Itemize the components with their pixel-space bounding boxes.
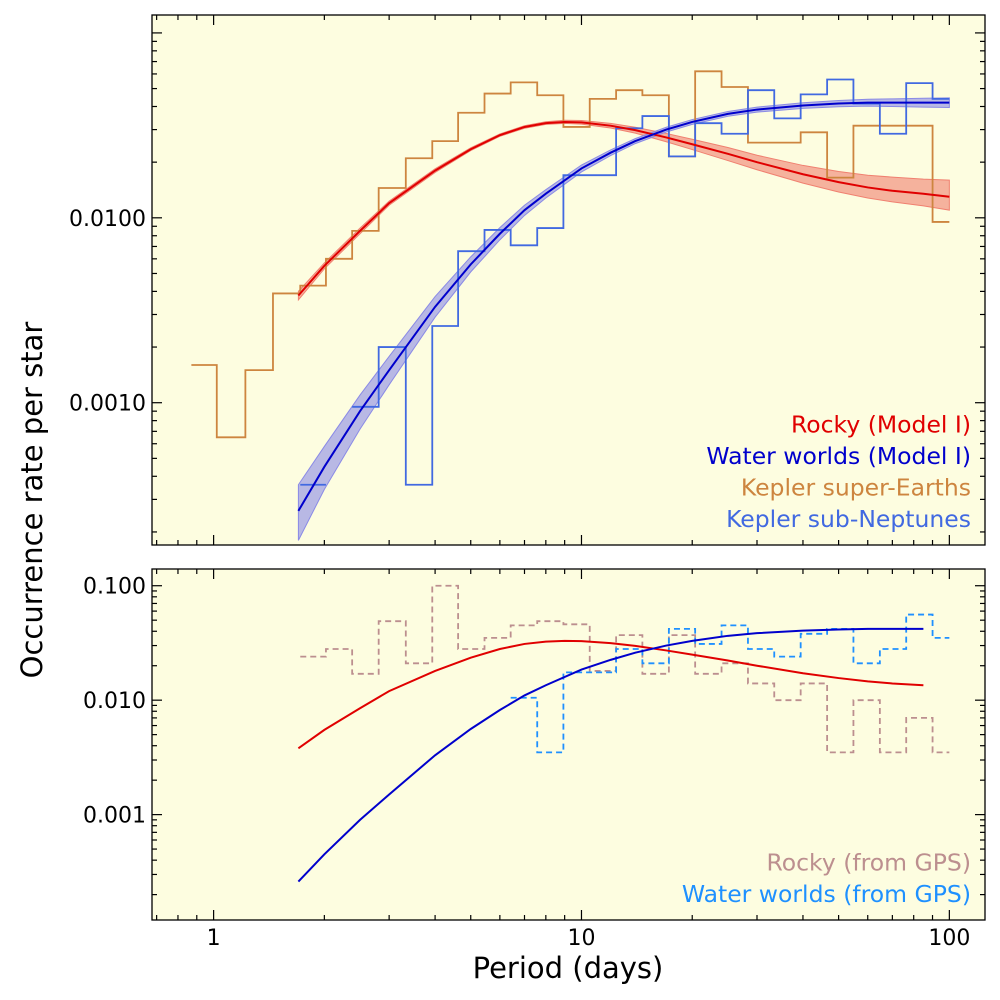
legend: Rocky (from GPS) Water worlds (from GPS) xyxy=(682,849,971,909)
series-band-1 xyxy=(297,97,950,541)
y-axis-label: Occurrence rate per star xyxy=(15,322,49,679)
series-line-1 xyxy=(297,627,924,883)
legend-entry: Water worlds (Model I) xyxy=(706,442,971,470)
series-histogram-2 xyxy=(300,584,950,754)
legend-entry: Kepler sub-Neptunes xyxy=(726,505,971,533)
legend-entry: Water worlds (from GPS) xyxy=(682,880,971,908)
plot-frame xyxy=(151,14,986,546)
series-histogram-3 xyxy=(510,613,950,754)
series-band-0 xyxy=(297,119,950,302)
axis-ticks xyxy=(152,569,985,920)
series-line-0 xyxy=(297,120,950,297)
plot-marks xyxy=(297,584,950,883)
x-tick-label: 1 xyxy=(207,926,221,951)
series-line-0 xyxy=(297,639,924,750)
legend-entry: Rocky (Model I) xyxy=(791,411,971,439)
x-tick-label: 10 xyxy=(567,926,595,951)
axis-ticks xyxy=(152,15,985,545)
bottom-panel: 0.001 0.010 0.100 1 10 100 Rocky (from GPS) Wat… xyxy=(83,568,986,951)
series-line-1 xyxy=(297,101,950,512)
plot-frame xyxy=(151,568,986,921)
y-tick-label: 0.100 xyxy=(83,575,146,600)
series-histogram-2 xyxy=(191,70,950,439)
legend: Rocky (Model I) Water worlds (Model I) Kep… xyxy=(706,411,971,534)
top-panel: 0.0010 0.0100 Rocky (Model I) Water worlds … xyxy=(69,14,986,546)
y-tick-label: 0.0010 xyxy=(69,392,146,417)
y-tick-label: 0.001 xyxy=(83,804,146,829)
plot-marks xyxy=(191,70,950,541)
plot-area xyxy=(152,569,985,920)
y-tick-label: 0.0100 xyxy=(69,207,146,232)
y-tick-label: 0.010 xyxy=(83,689,146,714)
legend-entry: Rocky (from GPS) xyxy=(766,849,971,877)
legend-entry: Kepler super-Earths xyxy=(741,474,971,502)
x-axis-label: Period (days) xyxy=(473,951,664,985)
x-tick-label: 100 xyxy=(928,926,970,951)
